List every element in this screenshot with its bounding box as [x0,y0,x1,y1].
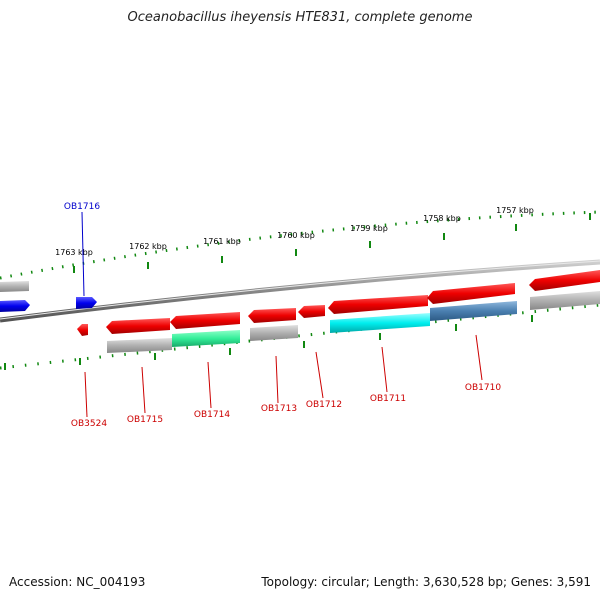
accession-text: Accession: NC_004193 [9,575,146,589]
gene-label: OB1710 [465,383,501,393]
gene-arrow [170,312,240,329]
major-ticks [4,213,591,370]
gene-arrow [248,308,296,323]
cog-bar [107,338,172,353]
gene-arrow [106,318,170,334]
topology-text: Topology: circular; Length: 3,630,528 bp… [261,575,591,589]
gene-arrow [427,283,515,304]
leader-line [84,371,88,418]
cog-bar [330,313,430,333]
gene-label: OB1715 [127,415,163,425]
leader-line [81,211,85,297]
cog-bar [172,330,240,347]
gene-label: OB1714 [194,410,230,420]
gene-label: OB3524 [71,419,107,429]
leader-line [475,334,483,381]
cog-bar [0,281,29,292]
gene-label: OB1712 [306,400,342,410]
gene-arrow [77,324,88,336]
cog-bar [530,291,600,310]
genome-backbone [0,259,600,323]
gene-arrow [328,295,428,314]
gene-arrow [298,305,325,318]
tick-label: 1757 kbp [496,206,534,215]
tick-label: 1759 kbp [350,224,388,233]
outer-tick-ring [0,210,600,280]
gene-label: OB1711 [370,394,406,404]
gene-arrow [0,300,30,312]
gene-arrow [76,297,97,309]
genome-backbone-highlight [0,260,600,320]
leader-line [275,355,279,404]
tick-label: 1761 kbp [203,237,241,246]
map-title: Oceanobacillus iheyensis HTE831, complet… [127,10,473,25]
gene-label: OB1713 [261,404,297,414]
gene-label: OB1716 [64,202,100,212]
leader-line [141,366,146,414]
cog-bar [430,301,517,321]
tick-label: 1758 kbp [423,214,461,223]
leader-line [315,351,324,399]
leader-line [381,346,388,393]
tick-label: 1762 kbp [129,242,167,251]
cog-bar [250,325,298,341]
leader-line [207,361,212,409]
tick-label: 1763 kbp [55,248,93,257]
label-leaders [81,211,483,418]
tick-label: 1760 kbp [277,231,315,240]
gene-arrow [529,270,600,291]
